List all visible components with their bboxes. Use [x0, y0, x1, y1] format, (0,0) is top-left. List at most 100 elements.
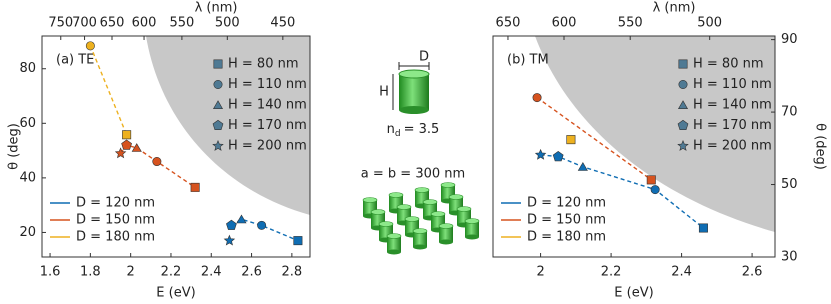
x-tick-label: 2.6 — [241, 265, 262, 280]
h-label: H — [379, 85, 389, 100]
array-cylinder-top — [464, 218, 480, 224]
data-point — [257, 220, 267, 230]
top-x-tick-label: 600 — [552, 16, 577, 31]
series-line — [120, 144, 196, 188]
array-cylinder-top — [414, 187, 430, 193]
top-x-tick-label: 700 — [72, 16, 97, 31]
d-label: D — [419, 50, 429, 65]
x-axis-label: E (eV) — [156, 286, 195, 301]
cylinder-array — [362, 182, 480, 255]
cylinder-body — [399, 74, 429, 110]
panel-label: (a) TE — [56, 53, 94, 68]
top-x-tick-label: 600 — [132, 16, 157, 31]
top-x-tick-label: 650 — [100, 16, 125, 31]
array-cylinder-top — [396, 204, 412, 210]
legend-label: H = 140 nm — [228, 98, 307, 113]
array-cylinder-bottom — [387, 249, 401, 255]
array-cylinder-bottom — [439, 239, 453, 245]
array-cylinder-top — [404, 216, 420, 222]
inset: D H nd = 3.5 a = b = 300 nm — [361, 50, 480, 255]
data-point — [646, 175, 656, 185]
data-point — [85, 41, 95, 51]
plot-frame — [41, 35, 311, 258]
index-sub: d — [395, 129, 401, 139]
top-x-tick-label: 500 — [215, 16, 240, 31]
legend-label: D = 180 nm — [527, 230, 606, 245]
cylinder-top — [398, 69, 430, 79]
y-axis-label: θ (deg) — [813, 123, 828, 170]
array-cylinder — [413, 231, 427, 247]
data-point — [293, 236, 303, 246]
legend-label: H = 200 nm — [693, 139, 772, 154]
legend-marker — [677, 100, 689, 109]
array-cylinder-top — [388, 192, 404, 198]
legend-label: D = 120 nm — [76, 196, 155, 211]
legend-label: D = 120 nm — [527, 196, 606, 211]
series-line — [89, 45, 128, 136]
legend-marker — [678, 80, 688, 89]
y-tick-label: 60 — [19, 116, 36, 131]
plot-frame — [492, 35, 776, 258]
legend-marker — [678, 59, 688, 69]
legend-label: H = 80 nm — [228, 57, 299, 72]
array-cylinder-top — [448, 194, 464, 200]
top-x-tick-label: 650 — [496, 16, 521, 31]
array-cylinder-top — [370, 209, 386, 215]
y-tick-label: 70 — [781, 105, 798, 120]
x-tick-label: 2 — [536, 265, 544, 280]
x-tick-label: 2.2 — [161, 265, 182, 280]
y-tick-label: 80 — [19, 61, 36, 76]
data-point — [223, 234, 236, 246]
array-cylinder-bottom — [413, 244, 427, 250]
y-tick-label: 20 — [19, 225, 36, 240]
legend-label: H = 170 nm — [693, 118, 772, 133]
data-point — [190, 182, 200, 192]
data-point — [131, 143, 142, 152]
panel-label: (b) TM — [507, 53, 549, 68]
x-tick-label: 2.8 — [282, 265, 303, 280]
index-label: nd = 3.5 — [387, 122, 440, 139]
x-tick-label: 1.6 — [40, 265, 61, 280]
array-cylinder-top — [430, 211, 446, 217]
top-x-axis-label: λ (nm) — [653, 1, 696, 16]
array-cylinder-top — [386, 233, 402, 239]
x-tick-label: 2.2 — [601, 265, 622, 280]
data-point — [650, 185, 660, 195]
array-cylinder-top — [422, 199, 438, 205]
x-tick-label: 2.4 — [671, 265, 692, 280]
legend-label: H = 110 nm — [228, 77, 307, 92]
series-line — [231, 218, 299, 242]
legend-marker — [677, 140, 689, 151]
data-point — [226, 219, 237, 230]
array-cylinder-top — [412, 228, 428, 234]
x-tick-label: 2 — [127, 265, 135, 280]
array-cylinder-top — [456, 206, 472, 212]
top-x-tick-label: 550 — [618, 16, 643, 31]
array-cylinder — [439, 226, 453, 242]
top-x-tick-label: 450 — [270, 16, 295, 31]
y-tick-label: 50 — [781, 177, 798, 192]
data-point — [121, 139, 132, 150]
series-line — [536, 97, 652, 181]
array-cylinder-top — [378, 221, 394, 227]
y-axis-label: θ (deg) — [7, 123, 22, 170]
legend-marker — [212, 119, 224, 130]
x-tick-label: 1.8 — [80, 265, 101, 280]
index-value: = 3.5 — [404, 122, 440, 137]
legend-label: H = 200 nm — [228, 139, 307, 154]
array-cylinder-top — [438, 223, 454, 229]
data-point — [122, 130, 132, 140]
data-point — [236, 214, 247, 224]
array-cylinder-bottom — [465, 234, 479, 240]
top-x-tick-label: 750 — [48, 16, 73, 31]
legend-label: H = 80 nm — [693, 57, 764, 72]
x-tick-label: 2.4 — [201, 265, 222, 280]
array-cylinder — [387, 236, 401, 252]
data-point — [552, 151, 564, 162]
top-x-tick-label: 550 — [169, 16, 194, 31]
array-cylinder-top — [362, 197, 378, 203]
y-tick-label: 30 — [781, 250, 798, 265]
data-point — [534, 148, 547, 160]
light-cone — [146, 36, 310, 215]
